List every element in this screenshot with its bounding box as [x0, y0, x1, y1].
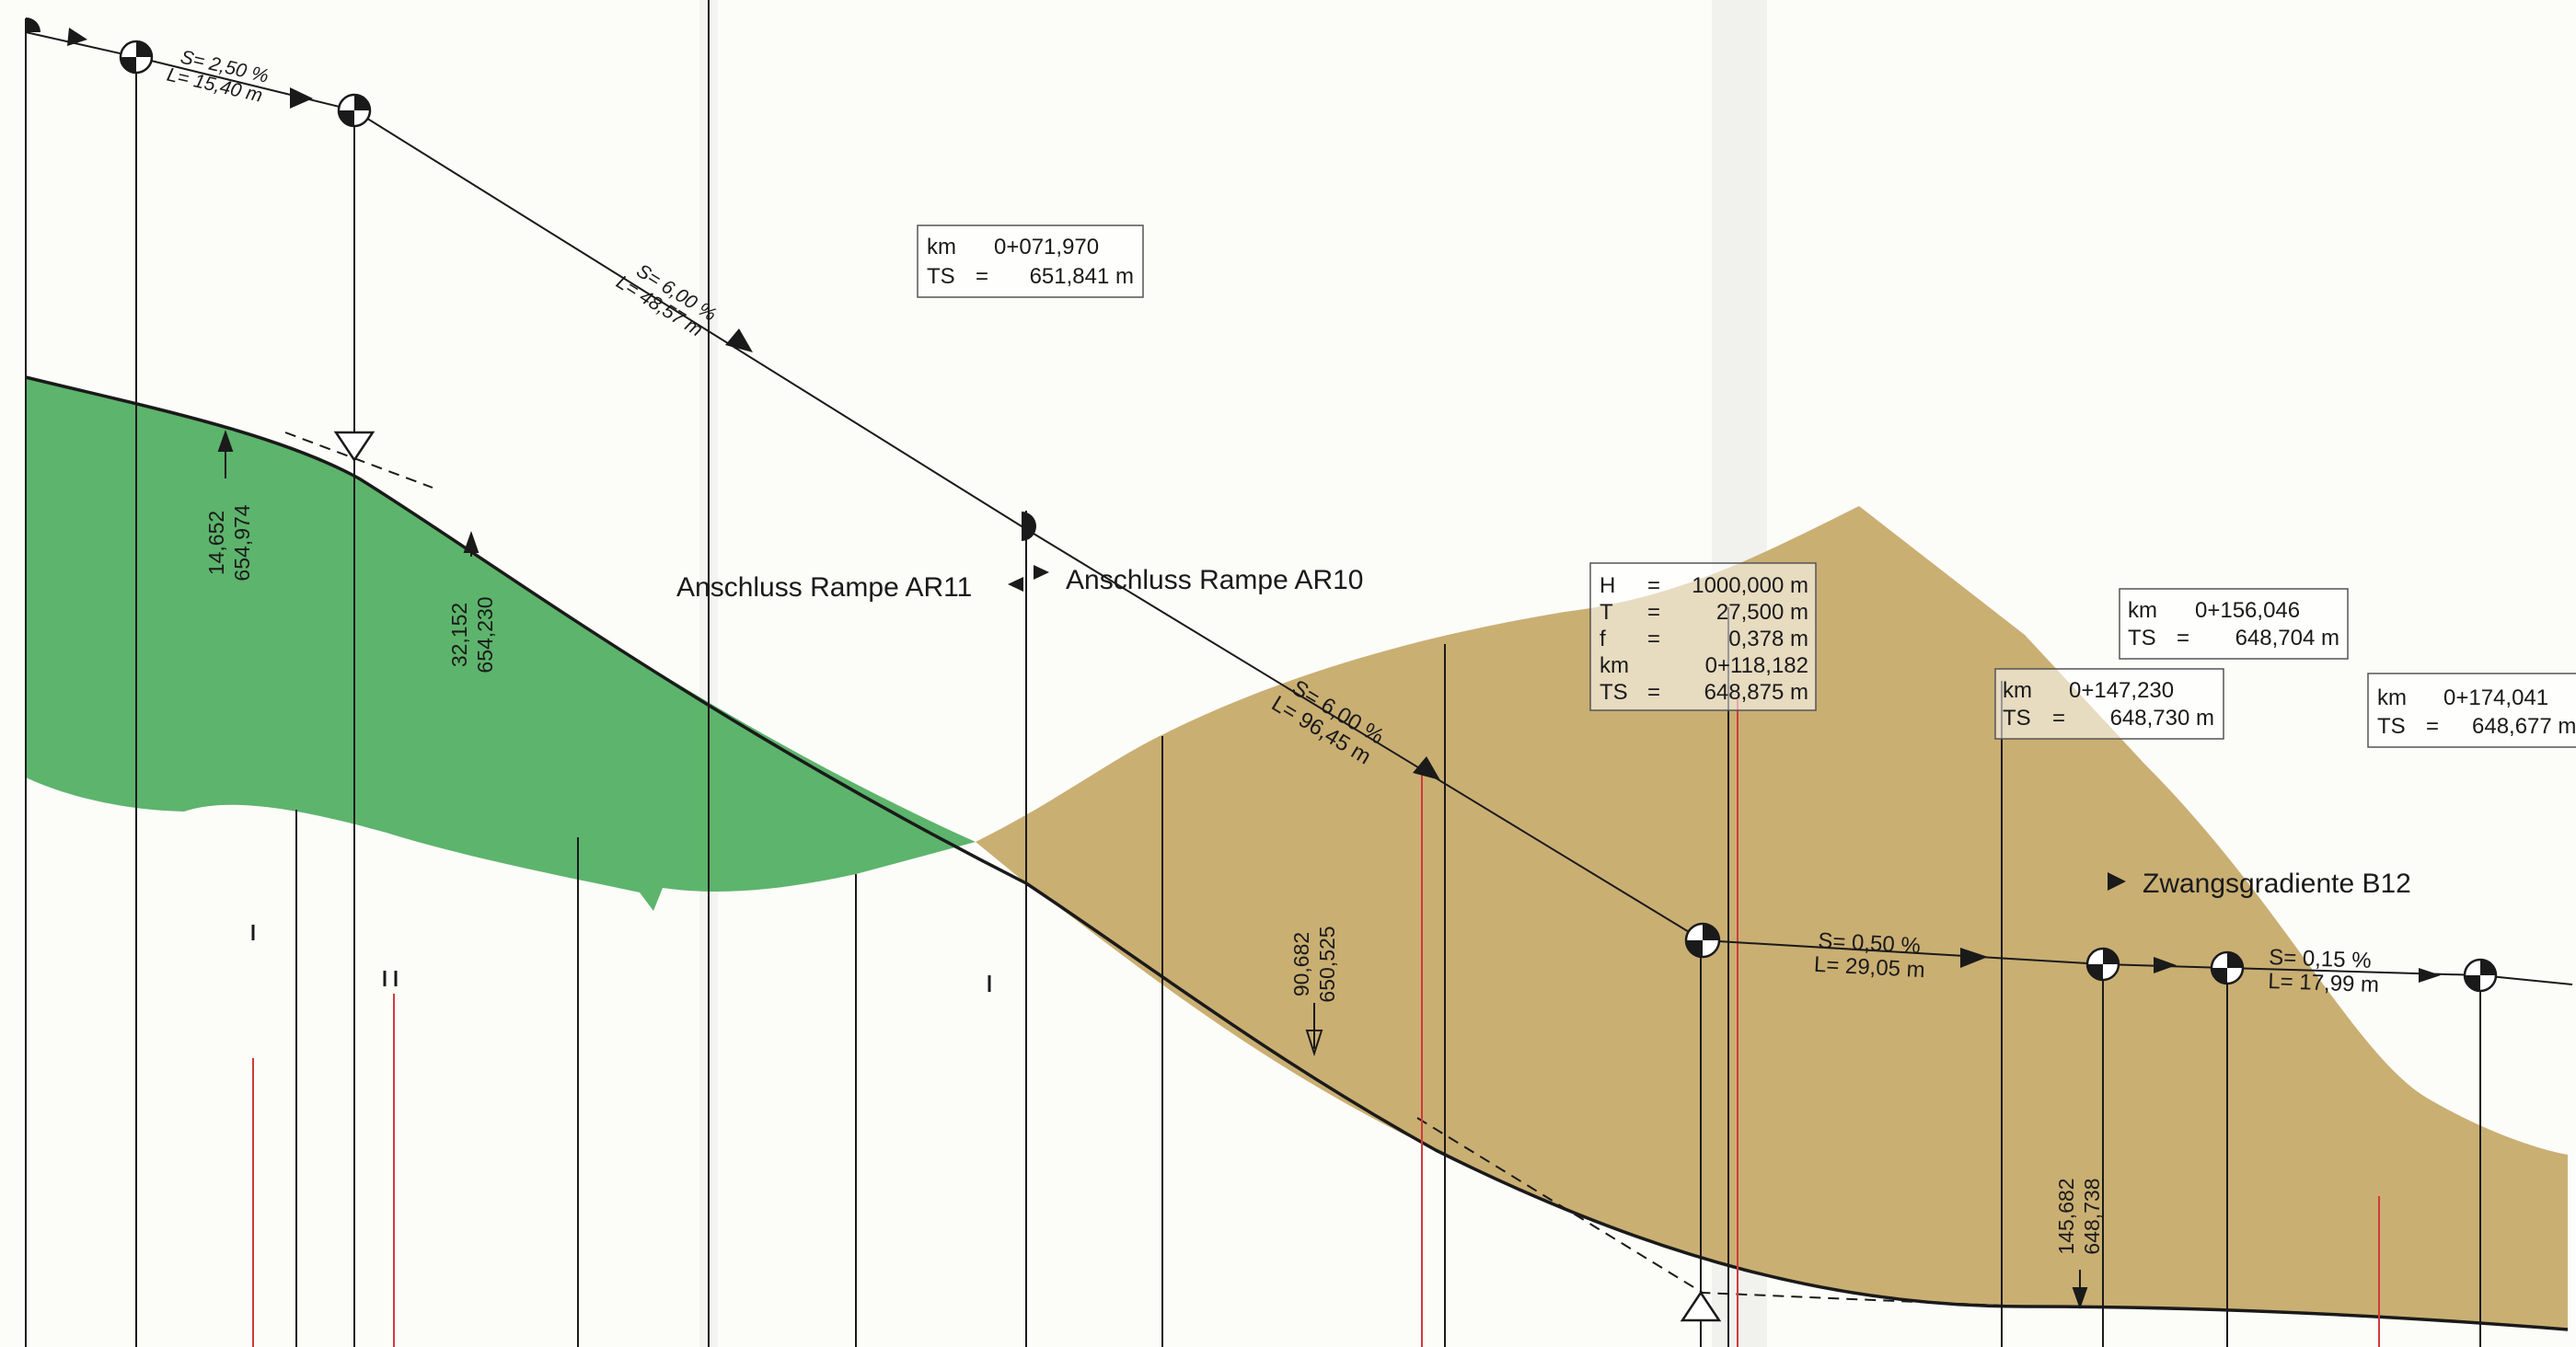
station-box-4: km 0+156,046 TS = 648,704 m [2119, 588, 2349, 660]
slope-label-5: S= 0,15 % L= 17,99 m [2268, 945, 2380, 997]
svg-text:=: = [976, 264, 988, 289]
slope-4-percent: S= 0,50 % [1818, 928, 1922, 959]
station-lines [25, 0, 2481, 1347]
svg-text:km: km [2377, 685, 2407, 710]
svg-text:654,230: 654,230 [473, 596, 497, 673]
vertical-label-1: 14,652 654,974 [204, 504, 254, 581]
short-ticks [251, 925, 991, 992]
svg-text:0+156,046: 0+156,046 [2195, 598, 2300, 623]
vertical-label-4: 145,682 648,738 [2054, 1178, 2104, 1254]
svg-text:0+118,182: 0+118,182 [1705, 653, 1808, 678]
svg-text:=: = [2426, 714, 2439, 739]
grade-arrows [67, 28, 2441, 983]
level-arrows [217, 429, 2088, 1310]
svg-text:TS: TS [2003, 706, 2031, 731]
zwangsgradiente-arrow [2108, 872, 2126, 891]
station-box-1: km 0+071,970 TS = 651,841 m [917, 224, 1144, 298]
curve-parameters-box: H = 1000,000 m T = 27,500 m f = 0,378 m … [1589, 562, 1817, 711]
ramp-ar10-arrow [1034, 565, 1049, 580]
svg-text:H: H [1600, 573, 1615, 598]
svg-text:654,974: 654,974 [230, 504, 254, 581]
svg-text:651,841 m: 651,841 m [1030, 264, 1134, 289]
svg-text:648,738: 648,738 [2080, 1178, 2104, 1254]
station-lines-red [252, 699, 2380, 1347]
svg-text:0+147,230: 0+147,230 [2069, 678, 2174, 703]
svg-text:=: = [1647, 627, 1660, 651]
vertical-label-3: 90,682 650,525 [1289, 926, 1339, 1002]
svg-text:0+071,970: 0+071,970 [994, 235, 1099, 259]
svg-text:1000,000 m: 1000,000 m [1692, 573, 1808, 598]
svg-text:T: T [1600, 600, 1613, 625]
slope-4-length: L= 29,05 m [1813, 952, 1925, 983]
tangent-dashed-1 [284, 432, 433, 489]
svg-text:=: = [2177, 626, 2189, 650]
slope-label-4: S= 0,50 % L= 29,05 m [1813, 928, 1925, 983]
svg-text:km: km [927, 235, 956, 259]
svg-text:0+174,041: 0+174,041 [2443, 685, 2548, 710]
svg-text:648,730 m: 648,730 m [2110, 706, 2214, 731]
slope-5-percent: S= 0,15 % [2269, 945, 2372, 973]
vertex-triangles [333, 431, 1722, 1322]
slope-5-length: L= 17,99 m [2268, 969, 2380, 997]
svg-text:90,682: 90,682 [1289, 932, 1313, 996]
fill-area-tan [976, 506, 2568, 1330]
cut-area-green [26, 377, 976, 911]
ramp-ar11-arrow [1008, 577, 1023, 592]
tangent-dashed-2 [1416, 1117, 2026, 1307]
svg-text:km: km [1600, 653, 1629, 678]
svg-text:km: km [2128, 598, 2157, 623]
svg-text:145,682: 145,682 [2054, 1178, 2078, 1254]
vertical-label-2: 32,152 654,230 [447, 596, 497, 673]
svg-text:=: = [1647, 600, 1660, 625]
tangent-markers [26, 17, 2498, 993]
svg-text:648,704 m: 648,704 m [2235, 626, 2339, 650]
svg-text:km: km [2003, 678, 2032, 703]
svg-text:TS: TS [2128, 626, 2156, 650]
svg-text:27,500 m: 27,500 m [1716, 600, 1808, 625]
ramp-ar11-label: Anschluss Rampe AR11 [676, 572, 972, 603]
station-box-5: km 0+174,041 TS = 648,677 m [2367, 673, 2576, 748]
ramp-ar10-label: Anschluss Rampe AR10 [1066, 565, 1364, 595]
svg-text:f: f [1600, 627, 1606, 651]
svg-text:TS: TS [2377, 714, 2406, 739]
svg-text:648,875 m: 648,875 m [1704, 680, 1808, 705]
svg-text:TS: TS [1600, 680, 1628, 705]
svg-text:648,677 m: 648,677 m [2472, 714, 2576, 739]
svg-text:650,525: 650,525 [1315, 926, 1339, 1002]
zwangsgradiente-label: Zwangsgradiente B12 [2143, 869, 2411, 899]
svg-text:=: = [2052, 706, 2065, 731]
svg-text:32,152: 32,152 [447, 603, 471, 667]
svg-text:TS: TS [927, 264, 955, 289]
ground-line [25, 375, 2569, 1331]
station-box-3: km 0+147,230 TS = 648,730 m [1994, 668, 2224, 740]
svg-text:=: = [1647, 680, 1660, 705]
svg-text:=: = [1647, 573, 1660, 598]
svg-text:14,652: 14,652 [204, 511, 228, 575]
svg-text:0,378 m: 0,378 m [1728, 627, 1808, 651]
